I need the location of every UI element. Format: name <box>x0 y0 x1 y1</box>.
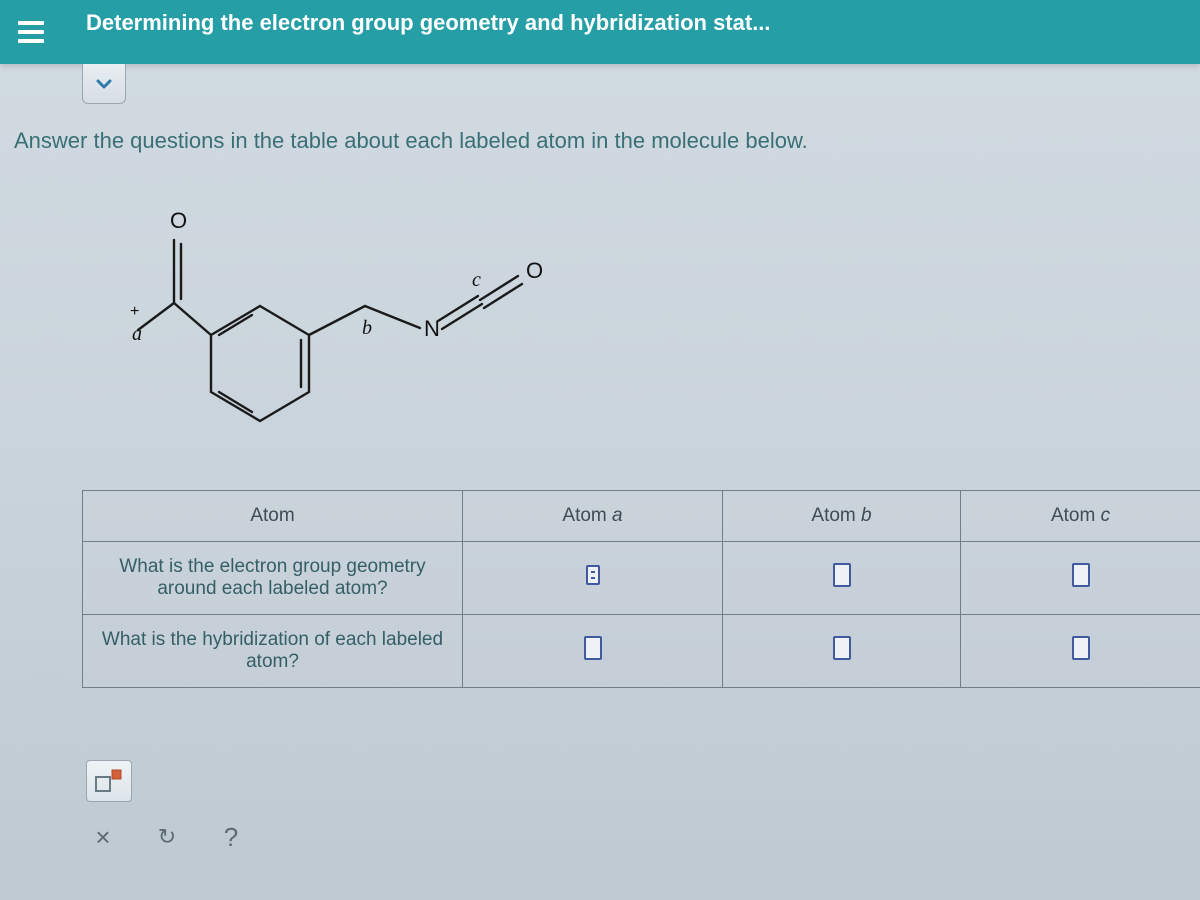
bottom-toolbar: × ↻ ? <box>86 760 248 854</box>
collapse-tab[interactable] <box>82 64 126 104</box>
answer-hybrid-a[interactable] <box>463 615 723 688</box>
menu-icon[interactable] <box>18 21 44 43</box>
banner: REPRESENTATIONS OF ORGANIC MOLECULES Det… <box>0 0 1200 64</box>
help-button[interactable]: ? <box>214 820 248 854</box>
answer-geometry-c[interactable] <box>961 542 1200 615</box>
row-hybridization: What is the hybridization of each labele… <box>83 615 463 688</box>
redo-button[interactable]: ↻ <box>150 820 184 854</box>
label-a: a <box>132 323 142 345</box>
col-atom-b: Atom b <box>723 491 961 542</box>
answer-geometry-a[interactable] <box>463 542 723 615</box>
col-atom-a: Atom a <box>463 491 723 542</box>
answer-hybrid-b[interactable] <box>723 615 961 688</box>
close-icon: × <box>95 822 110 853</box>
plus-charge: + <box>130 303 139 320</box>
answer-hybrid-c[interactable] <box>961 615 1200 688</box>
atom-O-top: O <box>170 208 187 233</box>
formula-icon <box>95 769 123 793</box>
row-geometry: What is the electron group geometry arou… <box>83 542 463 615</box>
page-title: Determining the electron group geometry … <box>86 10 1180 36</box>
answer-geometry-b[interactable] <box>723 542 961 615</box>
formula-button[interactable] <box>86 760 132 802</box>
atom-N: N <box>424 316 440 341</box>
atom-O-right: O <box>526 258 543 283</box>
col-atom: Atom <box>83 491 463 542</box>
instruction-text: Answer the questions in the table about … <box>14 128 1180 154</box>
chevron-down-icon <box>94 74 114 94</box>
label-b: b <box>362 317 372 339</box>
close-button[interactable]: × <box>86 820 120 854</box>
question-table: Atom Atom a Atom b Atom c What is the el… <box>82 490 1200 688</box>
molecule-diagram: O + a b N c O <box>80 178 580 478</box>
label-c: c <box>472 269 481 291</box>
redo-icon: ↻ <box>158 824 176 850</box>
col-atom-c: Atom c <box>961 491 1200 542</box>
help-icon: ? <box>224 822 238 853</box>
